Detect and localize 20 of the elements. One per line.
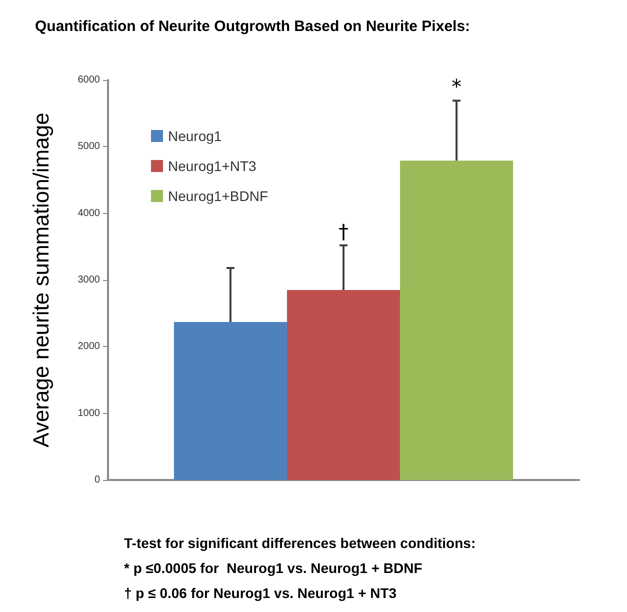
y-tick-label: 0 [94, 474, 100, 486]
text: T-test for significant differences between conditions: [124, 535, 476, 551]
legend-label: Neurog1+BDNF [168, 188, 268, 204]
y-tick-label: 3000 [78, 274, 100, 286]
text: * p ≤0.0005 for Neurog1 vs. Neurog1 + BDNF [124, 560, 423, 576]
y-axis-title: Average neurite summation/image [28, 112, 54, 448]
legend-label: Neurog1+NT3 [168, 158, 257, 174]
bar [174, 322, 287, 480]
y-tick-label: 1000 [78, 408, 100, 419]
y-tick-label: 5000 [78, 141, 100, 152]
y-tick-label: 4000 [78, 208, 100, 219]
legend-label: Neurog1 [168, 128, 222, 144]
data-label: * [452, 74, 462, 99]
bar [400, 160, 514, 480]
text: † p ≤ 0.06 for Neurog1 vs. Neurog1 + NT3 [124, 585, 397, 601]
y-tick-label: 2000 [78, 341, 100, 352]
chart-title: Quantification of Neurite Outgrowth Based on Neurite Pixels: [35, 18, 470, 35]
y-tick-label: 6000 [78, 74, 100, 86]
data-label: † [338, 219, 348, 244]
bar [286, 290, 400, 480]
